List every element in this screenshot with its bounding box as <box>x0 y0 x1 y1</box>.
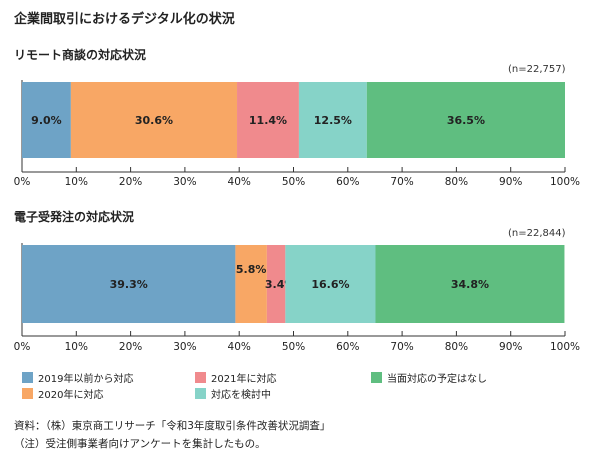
legend-label: 当面対応の予定はなし <box>387 374 487 385</box>
legend-label: 2021年に対応 <box>211 374 277 385</box>
legend-swatch <box>371 372 382 383</box>
x-tick-label: 20% <box>119 341 142 353</box>
x-tick-label: 0% <box>14 176 31 188</box>
data-label: 36.5% <box>447 114 485 127</box>
legend-swatch <box>195 372 206 383</box>
legend-item-none: 当面対応の予定はなし <box>371 370 487 385</box>
x-tick-label: 90% <box>499 341 522 353</box>
data-label: 34.8% <box>451 278 489 291</box>
x-tick-label: 10% <box>65 176 88 188</box>
x-tick-label: 70% <box>390 176 413 188</box>
x-tick-label: 100% <box>550 341 580 353</box>
footnote: （注）受注側事業者向けアンケートを集計したもの。 <box>14 438 266 450</box>
legend-label: 2019年以前から対応 <box>38 374 134 385</box>
x-tick-label: 90% <box>499 176 522 188</box>
chart-1-title: リモート商談の対応状況 <box>14 48 147 62</box>
legend-swatch <box>22 388 33 399</box>
source-note: 資料：（株）東京商工リサーチ「令和3年度取引条件改善状況調査」 <box>14 420 331 432</box>
bar-segment-5 <box>366 82 565 158</box>
legend-item-2020: 2020年に対応 <box>22 386 103 401</box>
bar-segment-3 <box>237 82 299 158</box>
x-tick-label: 0% <box>14 341 31 353</box>
x-tick-label: 50% <box>282 176 305 188</box>
bar-segment-1 <box>22 82 71 158</box>
data-label: 11.4% <box>249 114 287 127</box>
data-label: 12.5% <box>314 114 352 127</box>
bar-segment-1 <box>22 245 236 323</box>
data-label: 30.6% <box>135 114 173 127</box>
x-tick-label: 40% <box>228 341 251 353</box>
x-tick-label: 30% <box>173 341 196 353</box>
legend-label: 2020年に対応 <box>38 390 104 401</box>
x-tick-label: 10% <box>65 341 88 353</box>
x-tick-label: 40% <box>228 176 251 188</box>
legend-label: 対応を検討中 <box>211 390 271 401</box>
x-tick-label: 20% <box>119 176 142 188</box>
legend-swatch <box>22 372 33 383</box>
chart-2-plot: 39.3%5.8%3.4% 16.6% 34.8%0% 10% 20% 30% 40% 50%… <box>14 243 580 353</box>
data-label: 9.0% <box>31 114 62 127</box>
bar-segment-3 <box>266 245 286 323</box>
x-tick-label: 50% <box>282 341 305 353</box>
legend-item-considering: 対応を検討中 <box>195 386 271 401</box>
bar-segment-2 <box>70 82 238 158</box>
x-tick-label: 60% <box>336 341 359 353</box>
legend-item-2021: 2021年に対応 <box>195 370 276 385</box>
x-tick-label: 80% <box>445 176 468 188</box>
x-tick-label: 100% <box>550 176 580 188</box>
data-label: 5.8% <box>236 263 267 276</box>
bar-segment-4 <box>285 245 376 323</box>
x-tick-label: 30% <box>173 176 196 188</box>
bar-segment-2 <box>235 245 267 323</box>
x-tick-label: 60% <box>336 176 359 188</box>
legend: 2019年以前から対応 2020年に対応 2021年に対応 対応を検討中 当面対… <box>14 364 594 404</box>
chart-2-n-label: (n=22,844) <box>508 228 566 239</box>
bar-segment-4 <box>298 82 367 158</box>
x-tick-label: 80% <box>445 341 468 353</box>
chart-1-n-label: (n=22,757) <box>508 64 566 75</box>
legend-item-2019: 2019年以前から対応 <box>22 370 133 385</box>
charts-svg: 9.0% 30.6% 11.4% 12.5% 36.5% 0% 10% 20% 30% 40% 50… <box>14 80 580 353</box>
chart-2-title: 電子受発注の対応状況 <box>14 210 135 224</box>
x-tick-label: 70% <box>390 341 413 353</box>
main-title: 企業間取引におけるデジタル化の状況 <box>14 12 235 27</box>
chart-1-plot: 9.0% 30.6% 11.4% 12.5% 36.5% 0% 10% 20% 30% 40% 50… <box>14 80 580 188</box>
data-label: 16.6% <box>311 278 349 291</box>
data-label: 39.3% <box>110 278 148 291</box>
bar-segment-5 <box>375 245 565 323</box>
legend-swatch <box>195 388 206 399</box>
